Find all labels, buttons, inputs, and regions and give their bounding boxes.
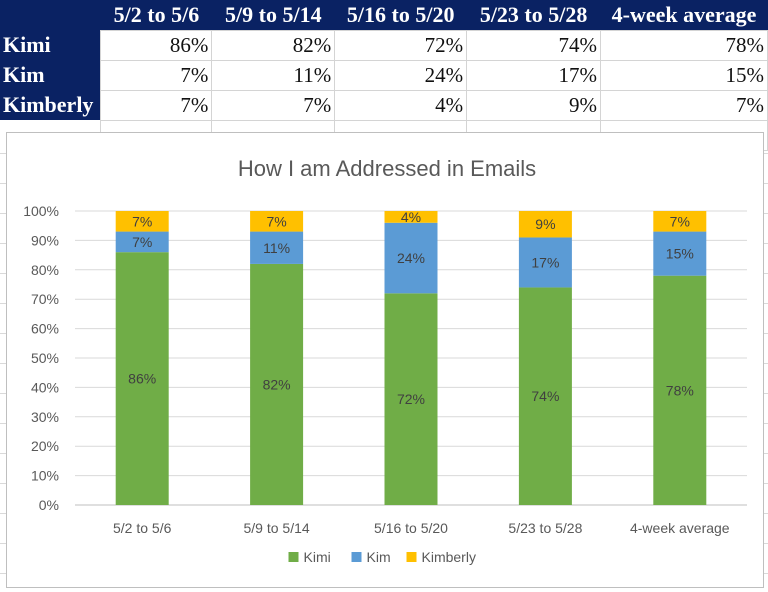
legend-swatch [288,552,299,562]
data-label: 17% [531,254,559,270]
bar-segment[interactable] [384,293,438,505]
bar-segment[interactable] [518,287,572,505]
chart-area[interactable]: How I am Addressed in Emails 0% 10% 20% 30%… [6,132,764,588]
data-label: 4% [401,209,421,225]
data-label: 9% [535,216,555,232]
y-axis: 0% 10% 20% 30% 40% 50% 60% 70% 80% 90% 100% [23,203,59,513]
table-corner-cell[interactable] [0,0,101,30]
legend: Kimi Kim Kimberly [288,549,476,565]
y-tick-label: 30% [31,409,59,425]
data-label: 15% [666,246,694,262]
y-tick-label: 70% [31,291,59,307]
y-tick-label: 90% [31,232,59,248]
bar-segment[interactable] [653,231,707,276]
y-tick-label: 80% [31,262,59,278]
data-label: 7% [132,234,152,250]
table-cell[interactable]: 86% [100,29,213,61]
data-label: 72% [397,391,425,407]
row-header[interactable]: Kimberly [0,90,101,120]
data-label: 86% [128,371,156,387]
data-label: 24% [397,250,425,266]
table-cell[interactable]: 78% [600,29,768,61]
data-label: 7% [266,213,286,229]
y-tick-label: 60% [31,321,59,337]
column-header[interactable]: 4-week average [600,0,768,30]
stacked-bar-chart: How I am Addressed in Emails 0% 10% 20% 30%… [23,156,747,565]
table-row: Kimi 86% 82% 72% 74% 78% [0,29,768,61]
bar-segment[interactable] [250,231,304,264]
bar-segment[interactable] [250,263,304,505]
x-tick-label: 5/16 to 5/20 [374,520,448,536]
table-cell[interactable]: 4% [334,89,468,121]
bar-segment[interactable] [518,237,572,288]
y-tick-label: 10% [31,468,59,484]
data-label: 78% [666,382,694,398]
table-cell[interactable]: 82% [211,29,336,61]
legend-swatch [406,552,417,562]
bars: 86% 7% 7% 82% 11% 7% 72% 24% 4% 74% 17% 9% 78% 15% 7% [115,209,707,505]
column-header[interactable]: 5/16 to 5/20 [334,0,467,30]
bar-segment[interactable] [653,211,707,232]
row-header[interactable]: Kim [0,60,101,90]
x-axis: 5/2 to 5/6 5/9 to 5/14 5/16 to 5/20 5/23 to… [113,520,730,536]
bar-segment[interactable] [115,231,169,253]
table-cell[interactable]: 17% [466,59,602,91]
column-header[interactable]: 5/2 to 5/6 [100,0,212,30]
x-tick-label: 5/9 to 5/14 [244,520,310,536]
table-cell[interactable]: 7% [211,89,336,121]
table-row: Kim 7% 11% 24% 17% 15% [0,59,768,91]
y-tick-label: 40% [31,379,59,395]
legend-label: Kimberly [422,549,476,565]
bar-segment[interactable] [653,275,707,505]
column-header[interactable]: 5/9 to 5/14 [211,0,335,30]
table-cell[interactable]: 11% [211,59,336,91]
bar-segment[interactable] [518,211,572,238]
bar-segment[interactable] [115,252,169,505]
table-cell[interactable]: 7% [100,59,213,91]
table-cell[interactable]: 72% [334,29,468,61]
x-tick-label: 5/23 to 5/28 [508,520,582,536]
table-cell[interactable]: 9% [466,89,602,121]
bar-segment[interactable] [115,211,169,232]
chart-title: How I am Addressed in Emails [238,156,536,181]
table-cell[interactable]: 7% [600,89,768,121]
column-header[interactable]: 5/23 to 5/28 [466,0,601,30]
y-tick-label: 0% [39,497,59,513]
table-header-row: 5/2 to 5/6 5/9 to 5/14 5/16 to 5/20 5/23… [0,0,768,30]
bar-segment[interactable] [384,211,438,223]
row-header[interactable]: Kimi [0,30,101,60]
y-tick-label: 100% [23,203,59,219]
legend-label: Kim [367,549,391,565]
table-cell[interactable]: 74% [466,29,602,61]
data-label: 74% [531,388,559,404]
legend-swatch [351,552,362,562]
y-tick-label: 20% [31,438,59,454]
table-cell[interactable]: 15% [600,59,768,91]
bar-segment[interactable] [250,211,304,232]
legend-label: Kimi [304,549,331,565]
y-tick-label: 50% [31,350,59,366]
bar-segment[interactable] [384,222,438,294]
data-label: 7% [670,213,690,229]
data-label: 82% [263,376,291,392]
table-cell[interactable]: 7% [100,89,213,121]
table-row: Kimberly 7% 7% 4% 9% 7% [0,89,768,121]
data-label: 11% [263,240,290,256]
x-tick-label: 4-week average [630,520,730,536]
table-cell[interactable]: 24% [334,59,468,91]
x-tick-label: 5/2 to 5/6 [113,520,172,536]
data-label: 7% [132,213,152,229]
